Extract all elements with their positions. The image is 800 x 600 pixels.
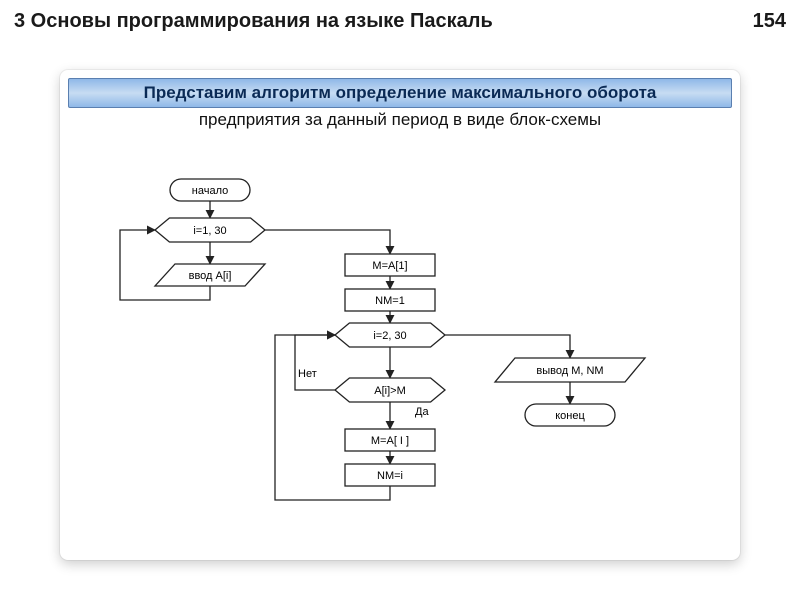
svg-text:i=1, 30: i=1, 30 bbox=[193, 225, 226, 237]
diagram-panel: Представим алгоритм определение максимал… bbox=[60, 70, 740, 560]
svg-text:A[i]>M: A[i]>M bbox=[374, 385, 405, 397]
svg-text:конец: конец bbox=[555, 410, 585, 422]
panel-subtitle: предприятия за данный период в виде блок… bbox=[60, 110, 740, 130]
page-title: 3 Основы программирования на языке Паска… bbox=[14, 10, 493, 33]
svg-text:M=A[ I ]: M=A[ I ] bbox=[371, 435, 409, 447]
page-number: 154 bbox=[753, 10, 786, 33]
svg-text:NM=i: NM=i bbox=[377, 470, 403, 482]
svg-text:вывод M, NM: вывод M, NM bbox=[536, 365, 603, 377]
svg-text:начало: начало bbox=[192, 185, 228, 197]
panel-title: Представим алгоритм определение максимал… bbox=[68, 78, 732, 108]
svg-text:NM=1: NM=1 bbox=[375, 295, 405, 307]
svg-text:i=2, 30: i=2, 30 bbox=[373, 330, 406, 342]
svg-text:Да: Да bbox=[415, 406, 429, 418]
svg-text:Нет: Нет bbox=[298, 368, 317, 380]
svg-text:ввод А[i]: ввод А[i] bbox=[189, 270, 232, 282]
flowchart: Да Нет начало i=1, 30 ввод А[i] M=A[1] NM=1 i=2… bbox=[60, 130, 740, 560]
svg-text:M=A[1]: M=A[1] bbox=[372, 260, 407, 272]
